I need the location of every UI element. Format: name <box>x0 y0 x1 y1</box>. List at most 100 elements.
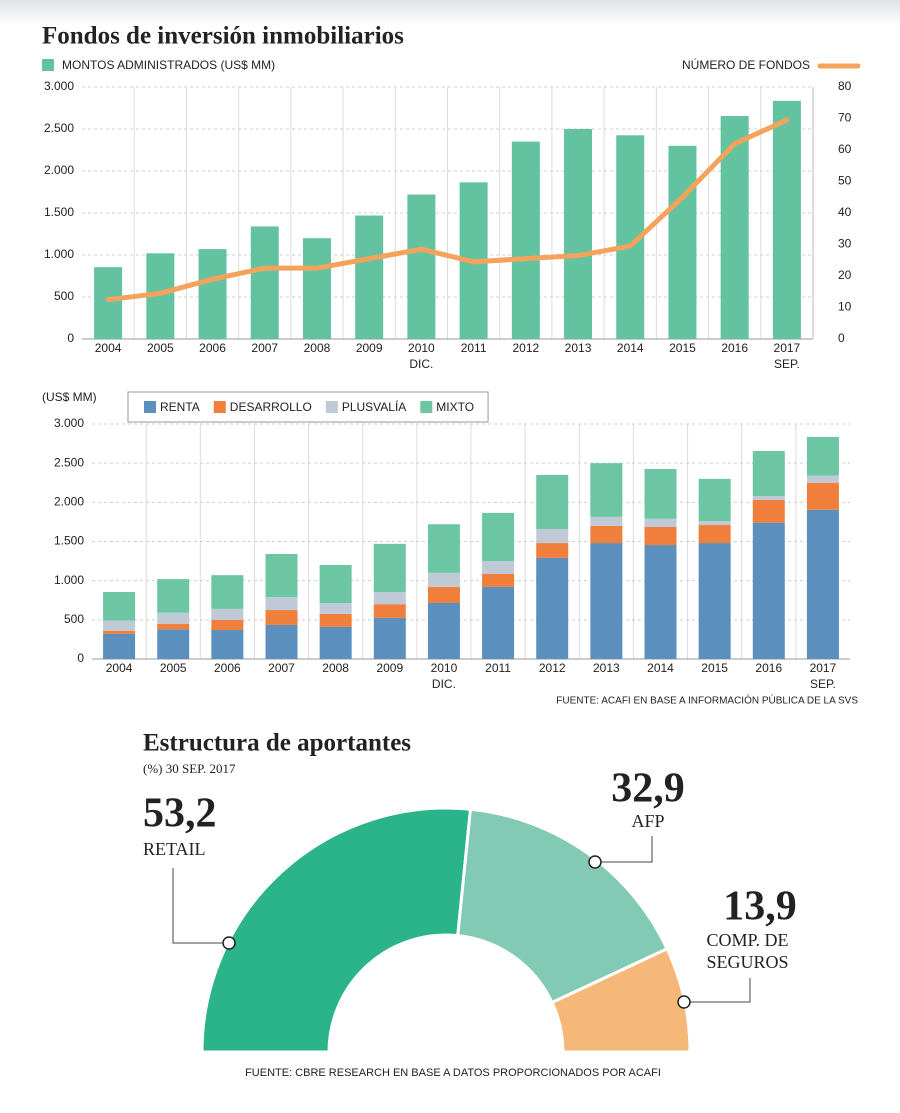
y2-tick-label: 80 <box>838 79 852 93</box>
y-tick-label: 1.500 <box>44 205 74 219</box>
legend-swatch <box>144 401 156 413</box>
x-tick-label: 2007 <box>268 661 295 675</box>
x-tick-label: 2011 <box>485 661 511 675</box>
x-tick-label: 2004 <box>95 341 122 355</box>
bar-segment <box>103 592 136 621</box>
y-tick-label: 3.000 <box>44 79 74 93</box>
y2-tick-label: 60 <box>838 142 852 156</box>
y-axis-label: (US$ MM) <box>42 390 97 404</box>
header-band <box>0 0 900 26</box>
legend-label: DESARROLLO <box>230 400 312 414</box>
bar-segment <box>752 451 785 497</box>
x-tick-label: 2015 <box>701 661 728 675</box>
leader-line <box>595 836 653 863</box>
legend-box <box>127 391 489 423</box>
y2-tick-label: 0 <box>838 331 845 345</box>
legend-label: MIXTO <box>436 400 474 414</box>
chart-subtitle: (%) 30 SEP. 2017 <box>143 761 236 776</box>
bar-segment <box>644 518 677 528</box>
bar-segment <box>427 572 460 587</box>
y-tick-label: 0 <box>77 651 84 665</box>
bar-segment <box>698 525 731 544</box>
x-tick-label: 2008 <box>304 341 331 355</box>
bar-segment <box>698 521 731 526</box>
y2-tick-label: 10 <box>838 300 852 314</box>
bar-segment <box>103 633 136 659</box>
bar-segment <box>427 524 460 573</box>
x-tick-label: 2009 <box>356 341 383 355</box>
y2-tick-label: 70 <box>838 111 852 125</box>
bar <box>407 194 436 339</box>
pie-slice <box>550 946 692 1054</box>
x-tick-label: 2014 <box>617 341 644 355</box>
bar-segment <box>157 579 190 613</box>
bar-segment <box>698 543 731 659</box>
bar <box>250 226 279 339</box>
bar-segment <box>644 545 677 659</box>
bar-segment <box>265 597 298 611</box>
pie-base-mask <box>0 1052 900 1056</box>
bar-segment <box>103 630 136 634</box>
bar-segment <box>373 604 406 618</box>
category-label: RETAIL <box>143 839 206 859</box>
bar-segment <box>590 543 623 659</box>
leader-dot <box>588 855 602 869</box>
y-tick-label: 2.000 <box>44 163 74 177</box>
x-tick-label: 2006 <box>199 341 226 355</box>
x-tick-label: 2012 <box>539 661 566 675</box>
value-label: 13,9 <box>723 884 797 930</box>
leader-dot <box>677 995 691 1009</box>
x-tick-note: DIC. <box>409 357 433 371</box>
bar <box>720 115 749 339</box>
bar-segment <box>536 543 569 558</box>
bar-segment <box>536 528 569 544</box>
bar-segment <box>482 512 515 562</box>
bar-segment <box>752 496 785 500</box>
category-label: AFP <box>631 811 665 831</box>
bar-segment <box>590 516 623 526</box>
line <box>105 117 790 303</box>
x-tick-label: 2004 <box>106 661 133 675</box>
bar-segment <box>482 586 515 659</box>
bar-segment <box>373 592 406 605</box>
y-tick-label: 1.500 <box>54 534 84 548</box>
x-tick-label: 2015 <box>669 341 696 355</box>
bar-segment <box>211 619 244 631</box>
bar-segment <box>590 463 623 517</box>
x-tick-note: SEP. <box>774 357 800 371</box>
legend-swatch <box>213 401 226 413</box>
bar-segment <box>644 469 677 519</box>
chart-title: Estructura de aportantes <box>143 730 411 757</box>
legend-label: RENTA <box>160 400 200 414</box>
bar-segment <box>103 620 136 631</box>
bar <box>302 238 331 339</box>
bar-segment <box>482 561 515 575</box>
bar-segment <box>211 608 244 620</box>
y-tick-label: 1.000 <box>44 247 74 261</box>
x-tick-label: 2008 <box>322 661 349 675</box>
bar-segment <box>536 474 569 529</box>
y-tick-label: 500 <box>54 289 74 303</box>
bar-segment <box>319 602 352 614</box>
bar-segment <box>698 478 731 522</box>
bar-segment <box>806 436 839 476</box>
legend-swatch <box>42 59 54 71</box>
bar-segment <box>319 565 352 603</box>
y-tick-label: 0 <box>67 331 74 345</box>
bar-segment <box>265 610 298 625</box>
value-label: 53,2 <box>143 791 217 837</box>
x-tick-label: 2011 <box>461 341 487 355</box>
y2-tick-label: 40 <box>838 205 852 219</box>
x-tick-label: 2007 <box>251 341 278 355</box>
bar-segment <box>157 623 190 630</box>
leader-dot <box>222 936 236 950</box>
x-tick-label: 2005 <box>160 661 187 675</box>
x-tick-label: 2009 <box>376 661 403 675</box>
bar <box>668 145 697 339</box>
bar-segment <box>427 602 460 659</box>
bar <box>198 249 227 339</box>
x-tick-label: 2016 <box>755 661 782 675</box>
bar-segment <box>157 629 190 659</box>
